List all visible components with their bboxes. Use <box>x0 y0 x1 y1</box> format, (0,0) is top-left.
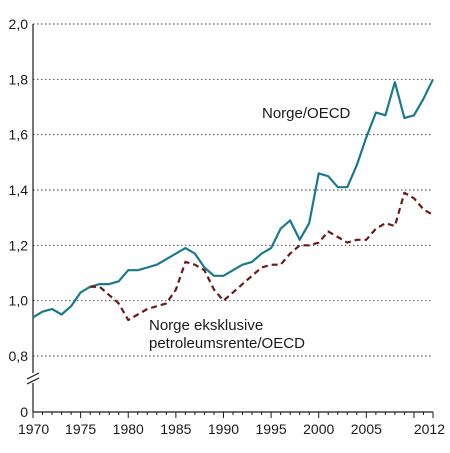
x-tick-label: 2012 <box>414 421 445 437</box>
y-axis-ticks: 2,0 1,8 1,6 1,4 1,2 1,0 0,8 0 <box>9 16 29 420</box>
gridlines <box>33 23 433 357</box>
y-tick-label: 2,0 <box>9 16 29 32</box>
series-label-eksklusive-line1: Norge eksklusive <box>149 317 263 334</box>
x-tick-label: 1990 <box>208 421 239 437</box>
y-tick-label: 1,0 <box>9 293 29 309</box>
y-tick-label: 0,8 <box>9 348 29 364</box>
y-tick-label: 1,4 <box>9 182 29 198</box>
series-line-norge-oecd <box>32 78 434 319</box>
y-tick-label: 1,8 <box>9 71 29 87</box>
y-tick-label: 1,2 <box>9 237 29 253</box>
series-line-norge-eksklusive-petroleumsrente-oecd <box>90 191 434 322</box>
x-tick-label: 1970 <box>18 421 49 437</box>
x-tick-label: 2000 <box>303 421 334 437</box>
y-axis-break-marker <box>26 372 40 385</box>
x-axis-ticks: 1970 1975 1980 1985 1990 1995 2000 2005 2012 <box>18 412 445 437</box>
series-label-eksklusive-line2: petroleumsrente/OECD <box>149 335 305 352</box>
x-tick-label: 1975 <box>65 421 96 437</box>
y-tick-label: 0 <box>20 404 28 420</box>
x-tick-label: 1995 <box>256 421 287 437</box>
x-tick-label: 1980 <box>113 421 144 437</box>
series-label-norge-oecd: Norge/OECD <box>262 105 351 122</box>
x-tick-label: 2005 <box>351 421 382 437</box>
x-tick-label: 1985 <box>160 421 191 437</box>
y-tick-label: 1,6 <box>9 127 29 143</box>
